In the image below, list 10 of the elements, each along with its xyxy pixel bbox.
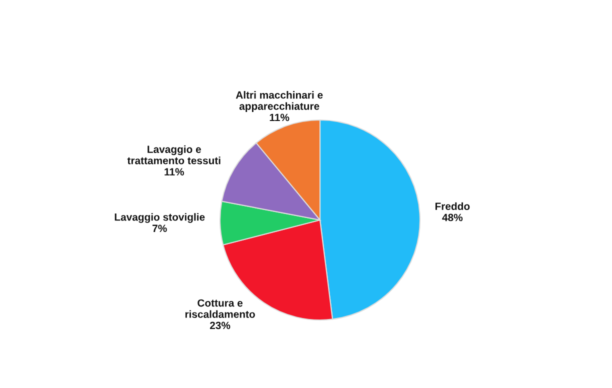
data-label: 11% bbox=[270, 114, 290, 122]
data-label: 7% bbox=[152, 224, 167, 232]
slice-label: Freddo bbox=[435, 202, 470, 210]
data-label: 48% bbox=[442, 214, 463, 222]
slice-label: Lavaggio stoviglie bbox=[114, 213, 205, 223]
data-label: 23% bbox=[210, 322, 230, 330]
slice-label: Lavaggio e trattamento tessuti bbox=[127, 145, 220, 164]
slice-label: Cottura e riscaldamento bbox=[185, 299, 255, 318]
slice-label: Altri macchinari e apparecchiature bbox=[236, 91, 323, 112]
data-label: 11% bbox=[164, 168, 184, 176]
